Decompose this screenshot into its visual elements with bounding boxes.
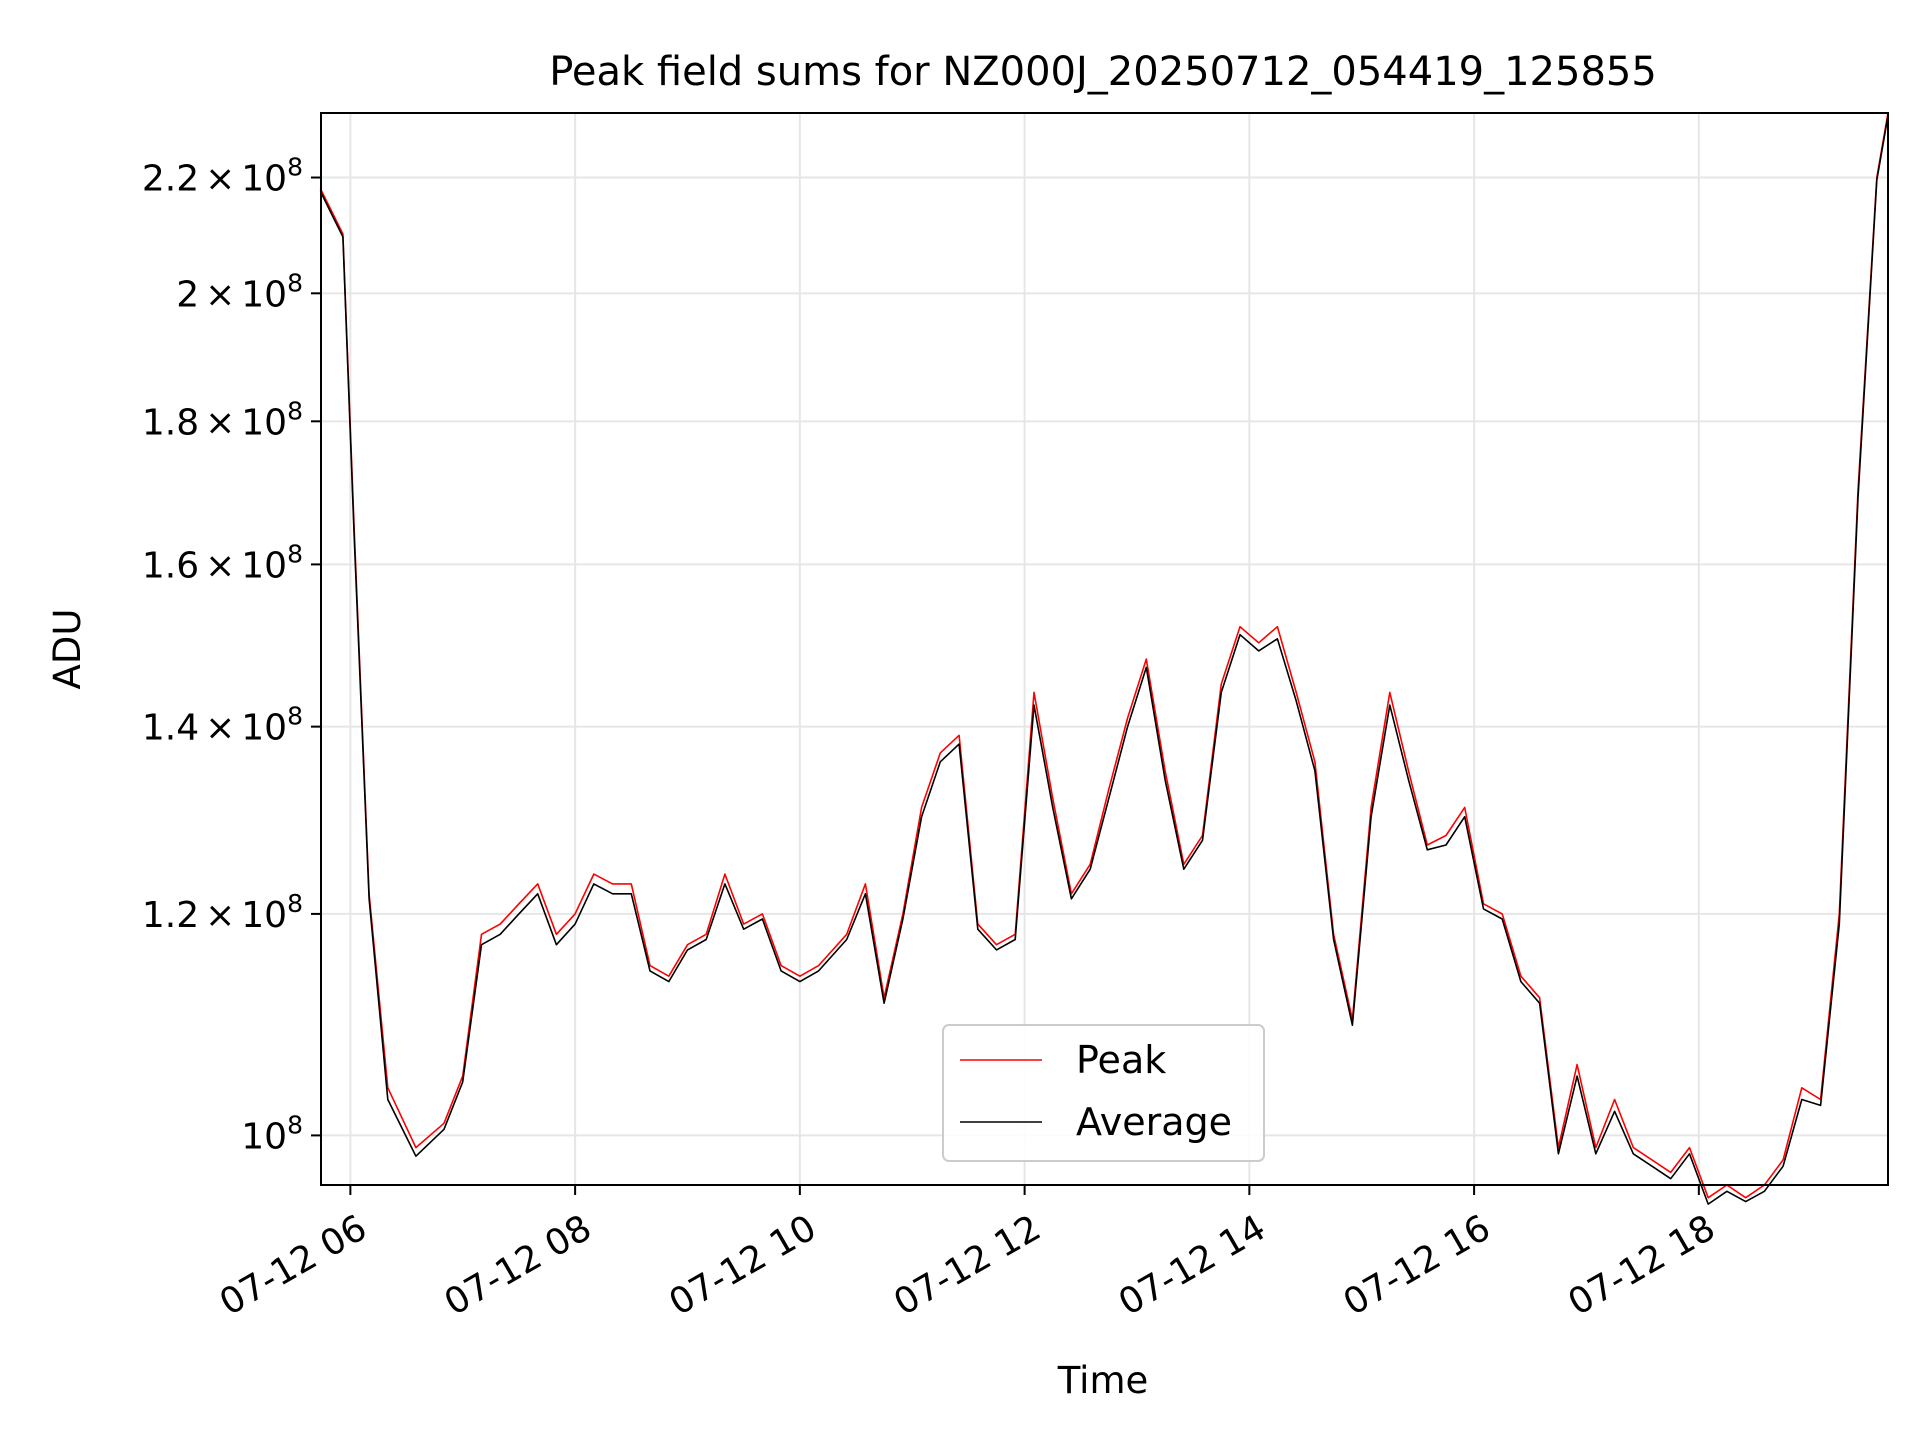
y-tick-label: 2 × 108 [176,268,303,315]
legend: Peak Average [942,1024,1265,1162]
y-tick-label: 108 [241,1110,303,1157]
legend-label-peak: Peak [1076,1038,1166,1082]
y-tick-label: 1.2 × 108 [142,889,303,936]
legend-label-average: Average [1076,1100,1232,1144]
x-axis-label: Time [1057,1359,1149,1402]
plot-area [319,112,1889,1205]
y-axis-label: ADU [46,609,89,690]
series-line-peak [319,112,1889,1199]
axes-frame [320,112,1889,1186]
legend-box [942,1024,1265,1162]
y-tick-label: 1.6 × 108 [142,539,303,586]
y-tick-label: 2.2 × 108 [142,153,303,200]
y-axis: 108 1.2 × 108 1.4 × 108 1.6 × 108 1.8 × 108 2 × 108 2.2 ×… [142,153,321,1157]
y-tick-label: 1.8 × 108 [142,396,303,443]
y-tick-label: 1.4 × 108 [142,702,303,749]
grid-lines [321,113,1888,1185]
series-line-average [319,115,1889,1205]
chart-title: Peak field sums for NZ000J_20250712_0544… [549,49,1657,95]
